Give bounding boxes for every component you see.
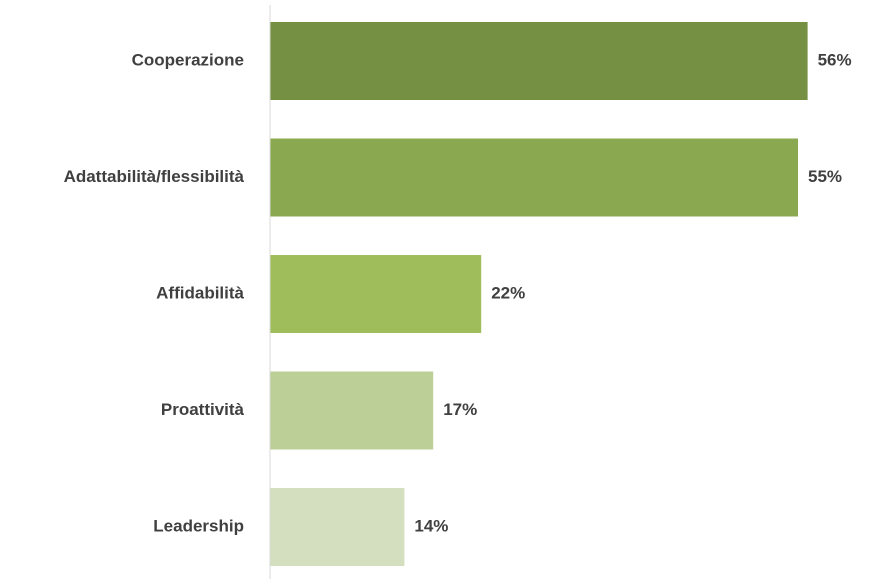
bar-4 xyxy=(270,488,405,566)
bar-2 xyxy=(270,255,482,333)
category-label-3: Proattività xyxy=(161,400,245,419)
value-label-2: 22% xyxy=(491,283,525,302)
value-label-0: 56% xyxy=(818,50,852,69)
bar-1 xyxy=(270,138,798,217)
category-label-4: Leadership xyxy=(153,516,244,535)
value-labels-group: 56% 55% 22% 17% 14% xyxy=(414,50,851,535)
bar-3 xyxy=(270,371,434,450)
bar-0 xyxy=(270,22,808,100)
category-label-1: Adattabilità/flessibilità xyxy=(64,167,245,186)
category-label-2: Affidabilità xyxy=(156,283,244,302)
value-label-3: 17% xyxy=(443,400,477,419)
category-label-0: Cooperazione xyxy=(132,50,244,69)
value-label-4: 14% xyxy=(414,516,448,535)
value-label-1: 55% xyxy=(808,167,842,186)
bars-group xyxy=(270,22,808,566)
category-labels-group: Cooperazione Adattabilità/flessibilità Aff… xyxy=(64,50,245,535)
